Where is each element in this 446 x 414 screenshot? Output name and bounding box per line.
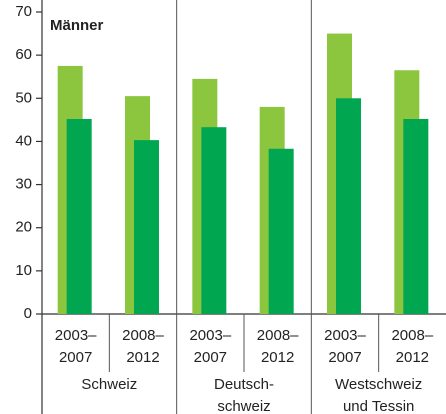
bar xyxy=(66,118,92,314)
bar xyxy=(403,118,429,314)
y-tick-label: 0 xyxy=(24,305,32,322)
y-tick-label: 10 xyxy=(15,262,32,279)
y-tick-label: 40 xyxy=(15,132,32,149)
x-tick-label: 2003– 2007 xyxy=(55,327,97,366)
group-label: Schweiz xyxy=(81,376,137,393)
bar xyxy=(134,140,159,314)
chart-title: Männer xyxy=(50,17,104,34)
x-tick-label: 2008– 2012 xyxy=(257,327,299,366)
y-tick-label: 60 xyxy=(15,46,32,63)
bar xyxy=(336,98,361,315)
x-tick-label: 2003– 2007 xyxy=(324,327,366,366)
group-label: Westschweiz und Tessin xyxy=(335,376,422,414)
x-tick-label: 2008– 2012 xyxy=(122,327,164,366)
x-tick-label: 2003– 2007 xyxy=(189,327,231,366)
x-tick-label: 2008– 2012 xyxy=(391,327,433,366)
bar xyxy=(201,127,227,314)
bar xyxy=(268,148,294,314)
y-tick-label: 50 xyxy=(15,89,32,106)
y-tick-label: 30 xyxy=(15,176,32,193)
y-tick-label: 20 xyxy=(15,219,32,236)
group-label: Deutsch-schweiz xyxy=(214,376,274,414)
y-tick-label: 70 xyxy=(15,3,32,20)
